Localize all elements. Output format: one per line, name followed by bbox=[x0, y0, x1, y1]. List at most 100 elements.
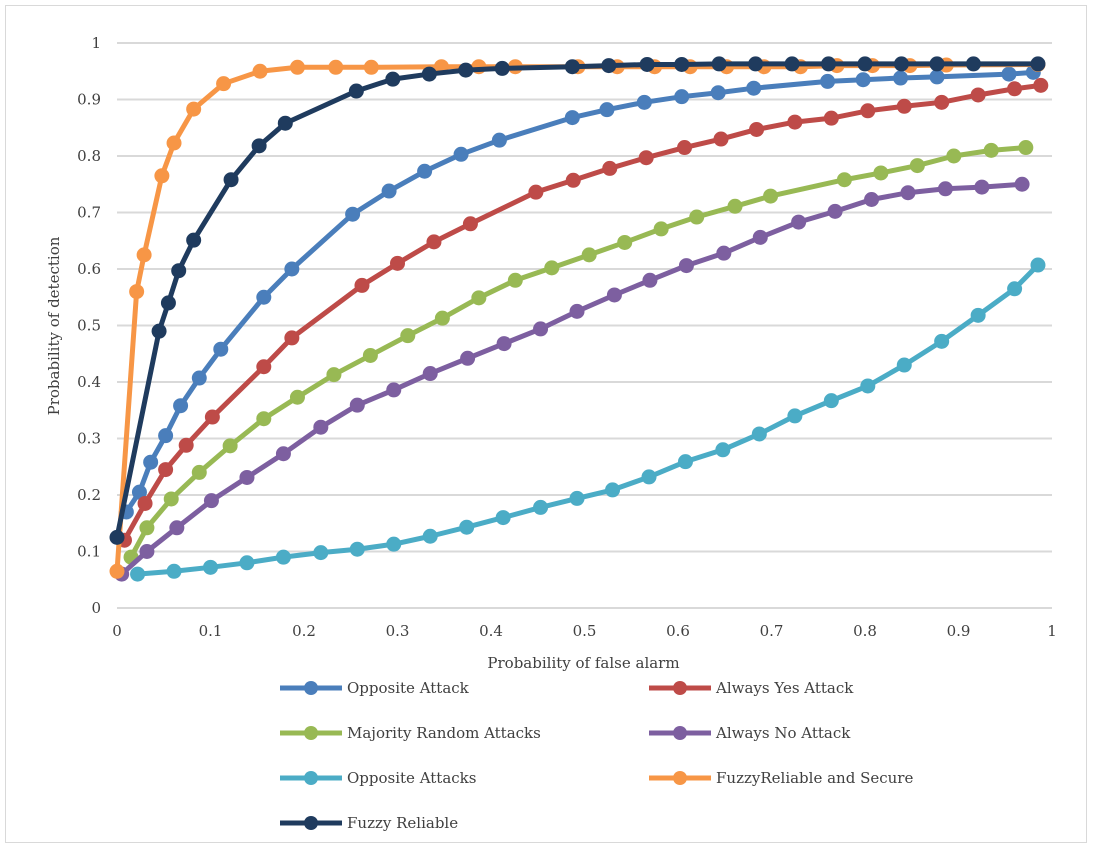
gridlines bbox=[117, 42, 1052, 609]
data-point bbox=[934, 94, 950, 110]
x-tick-label: 0 bbox=[112, 622, 122, 640]
data-point bbox=[642, 272, 658, 288]
data-point bbox=[203, 493, 219, 509]
data-point bbox=[716, 245, 732, 261]
data-point bbox=[893, 56, 909, 72]
data-point bbox=[143, 454, 159, 470]
data-point bbox=[139, 520, 155, 536]
data-point bbox=[929, 69, 945, 85]
x-axis-title: Probability of false alarm bbox=[487, 654, 679, 672]
legend-entry: Majority Random Attacks bbox=[280, 724, 541, 742]
data-point bbox=[239, 555, 255, 571]
data-point bbox=[791, 214, 807, 230]
data-point bbox=[203, 559, 218, 575]
x-tick-label: 0.7 bbox=[760, 622, 784, 640]
data-point bbox=[163, 491, 179, 507]
data-point bbox=[715, 442, 731, 458]
series-fuzzy-reliable bbox=[109, 56, 1046, 545]
legend-entry: Opposite Attacks bbox=[280, 769, 476, 787]
data-point bbox=[752, 229, 768, 245]
data-point bbox=[601, 58, 617, 74]
data-point bbox=[748, 56, 764, 72]
data-point bbox=[154, 168, 170, 184]
data-point bbox=[638, 150, 654, 166]
data-point bbox=[494, 60, 510, 76]
data-point bbox=[896, 98, 912, 114]
data-point bbox=[564, 110, 580, 126]
legend-label: Fuzzy Reliable bbox=[347, 814, 458, 832]
y-tick-label: 0.7 bbox=[77, 204, 101, 222]
data-point bbox=[784, 56, 800, 72]
series-majority-random-attacks bbox=[123, 140, 1034, 565]
data-point bbox=[459, 519, 475, 535]
x-tick-label: 0.8 bbox=[853, 622, 877, 640]
data-point bbox=[471, 290, 487, 306]
data-point bbox=[855, 72, 871, 88]
data-point bbox=[763, 188, 779, 204]
legend-swatch-marker bbox=[673, 726, 687, 740]
y-axis-title: Probability of detection bbox=[45, 236, 63, 415]
data-point bbox=[275, 446, 291, 462]
data-point bbox=[453, 146, 469, 162]
data-point bbox=[139, 544, 155, 559]
data-point bbox=[348, 83, 364, 99]
data-point bbox=[256, 359, 272, 375]
data-point bbox=[222, 438, 238, 454]
legend-entry: FuzzyReliable and Secure bbox=[649, 769, 913, 787]
data-point bbox=[251, 138, 267, 154]
y-tick-label: 0.8 bbox=[77, 147, 101, 165]
data-point bbox=[400, 328, 416, 344]
y-tick-label: 0 bbox=[91, 599, 101, 617]
data-point bbox=[1030, 257, 1046, 273]
legend-swatch-marker bbox=[673, 681, 687, 695]
data-point bbox=[160, 295, 176, 311]
legend-swatch-marker bbox=[304, 816, 318, 830]
data-point bbox=[507, 272, 523, 288]
y-tick-label: 0.5 bbox=[77, 317, 101, 335]
data-point bbox=[1007, 281, 1023, 297]
data-point bbox=[533, 499, 549, 515]
series-line bbox=[119, 181, 1025, 577]
data-point bbox=[1007, 81, 1023, 97]
data-point bbox=[386, 382, 402, 398]
data-point bbox=[787, 408, 803, 424]
data-point bbox=[239, 469, 255, 485]
data-point bbox=[326, 367, 342, 383]
data-point bbox=[893, 70, 909, 86]
data-point bbox=[749, 121, 765, 137]
data-point bbox=[313, 419, 329, 435]
data-point bbox=[710, 85, 726, 101]
data-point bbox=[256, 289, 272, 305]
data-point bbox=[965, 56, 981, 72]
data-point bbox=[929, 56, 945, 72]
y-tick-label: 0.9 bbox=[77, 91, 101, 109]
data-point bbox=[256, 411, 272, 427]
data-point bbox=[178, 437, 194, 453]
data-point bbox=[674, 89, 690, 105]
data-point bbox=[970, 87, 986, 103]
data-point bbox=[496, 336, 512, 352]
data-point bbox=[860, 378, 876, 394]
data-point bbox=[349, 541, 365, 557]
data-point bbox=[836, 172, 852, 188]
series-line bbox=[135, 262, 1041, 577]
data-point bbox=[1018, 140, 1034, 156]
data-point bbox=[385, 71, 401, 87]
legend-swatch-marker bbox=[673, 771, 687, 785]
data-point bbox=[946, 148, 962, 164]
data-point bbox=[674, 56, 690, 72]
data-point bbox=[934, 333, 950, 349]
series-opposite-attacks bbox=[130, 257, 1046, 582]
x-tick-label: 0.4 bbox=[479, 622, 503, 640]
series-layer bbox=[109, 56, 1049, 582]
data-point bbox=[277, 115, 293, 131]
data-point bbox=[864, 192, 880, 208]
data-point bbox=[213, 341, 229, 357]
data-point bbox=[970, 307, 986, 323]
data-point bbox=[677, 140, 693, 156]
data-point bbox=[860, 103, 876, 119]
data-point bbox=[363, 59, 379, 75]
data-point bbox=[173, 398, 189, 414]
data-point bbox=[328, 59, 344, 75]
data-point bbox=[381, 183, 397, 199]
